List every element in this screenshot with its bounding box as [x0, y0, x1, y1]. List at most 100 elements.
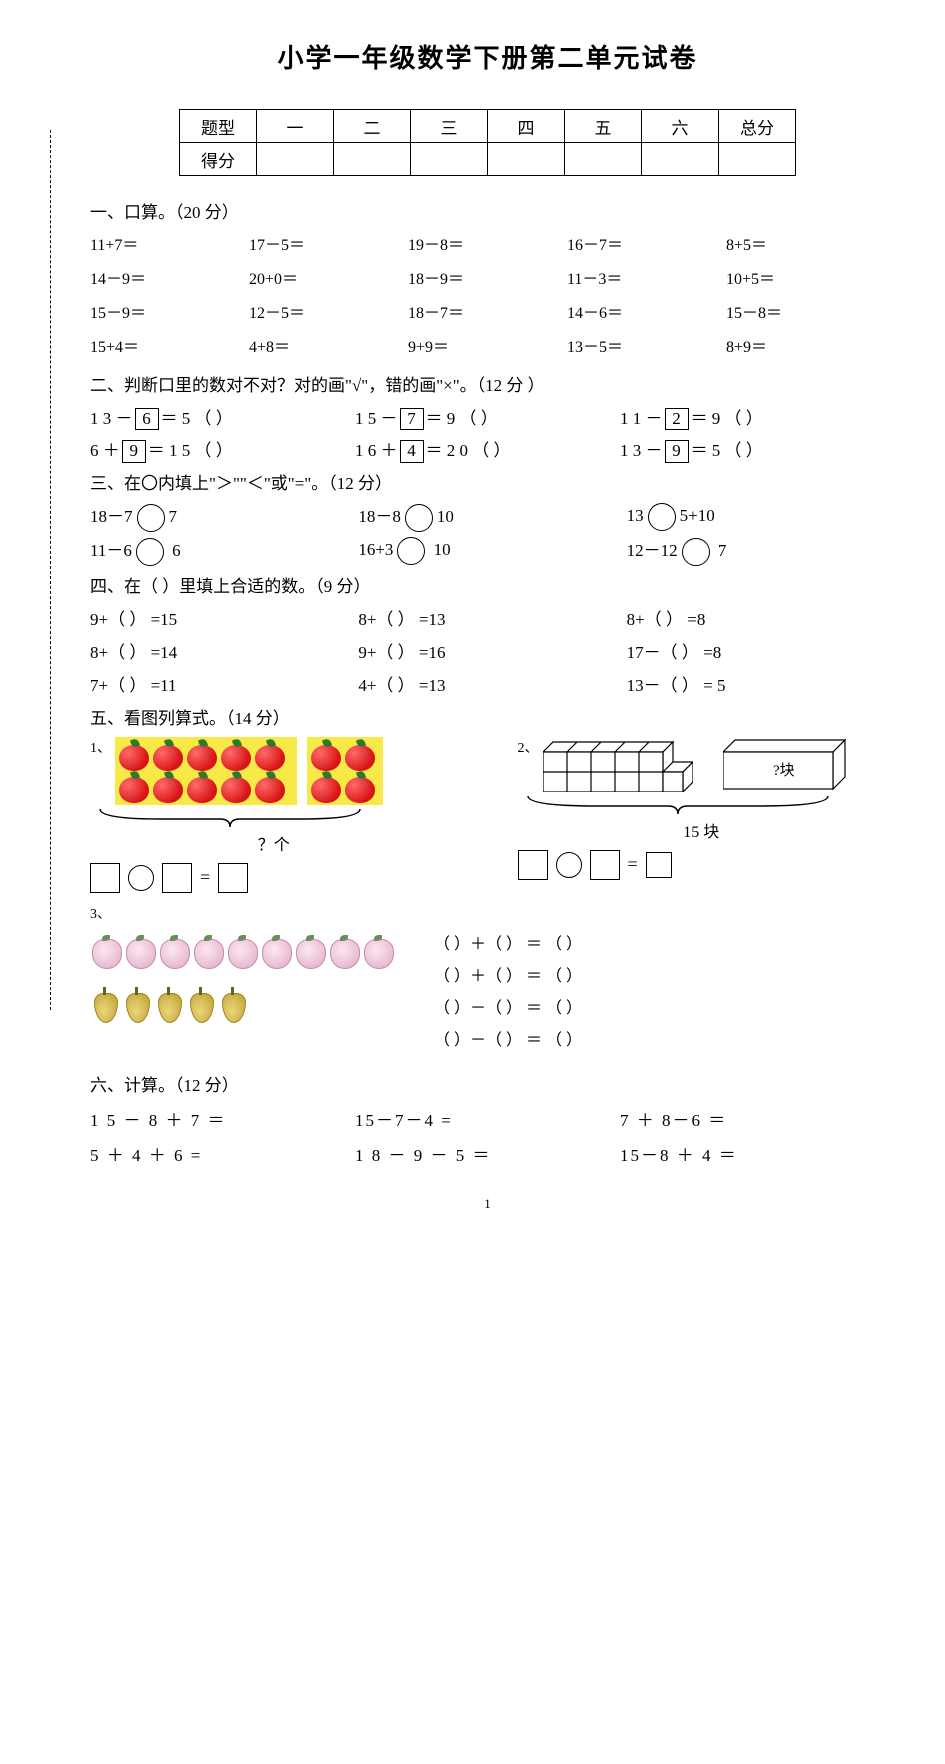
- q3-label: 3、: [90, 907, 111, 922]
- judge-row: 1 3 －6＝ 5 （ ）1 5 －7＝ 9 （ ）1 1 －2＝ 9 （ ）: [90, 404, 885, 430]
- apple-icon: [151, 739, 185, 771]
- apple-icon: [343, 771, 377, 803]
- square-blank: [590, 850, 620, 880]
- arith-item: 10+5＝: [726, 265, 885, 289]
- table-row: 得分: [180, 143, 796, 176]
- cell: 一: [257, 110, 334, 143]
- circle-blank: [128, 865, 154, 891]
- fill-item: 4+（ ） =13: [358, 671, 616, 696]
- arith-item: 12－5＝: [249, 299, 408, 323]
- q3-line: （ ）－（ ） ＝ （ ）: [434, 993, 582, 1025]
- cell: 三: [411, 110, 488, 143]
- page-title: 小学一年级数学下册第二单元试卷: [90, 38, 885, 75]
- judge-item: 1 3 －9＝ 5 （ ）: [620, 436, 885, 462]
- peach-icon: [260, 933, 292, 967]
- arith-item: 4+8＝: [249, 333, 408, 357]
- calc-item: 7 ＋ 8－6 ＝: [620, 1106, 885, 1131]
- square-blank: [218, 863, 248, 893]
- boxed-number: 9: [122, 440, 146, 462]
- circle-blank: [682, 538, 710, 566]
- peach-icon: [124, 933, 156, 967]
- pear-icon: [186, 985, 216, 1023]
- compare-row: 11－6 6 16+3 10 12－12 7: [90, 536, 885, 566]
- compare-item: 16+3 10: [358, 537, 616, 565]
- pear-icon: [90, 985, 120, 1023]
- q3-line: （ ）＋（ ） ＝ （ ）: [434, 961, 582, 993]
- equation-shapes: =: [90, 863, 458, 893]
- blocks-left-icon: [543, 737, 693, 792]
- peach-icon: [226, 933, 258, 967]
- fruit-pictures: [90, 929, 394, 1057]
- question-5-2: 2、: [518, 737, 886, 893]
- cell: [488, 143, 565, 176]
- compare-item: 11－6 6: [90, 536, 348, 566]
- brace-icon: [518, 792, 838, 818]
- cell: 六: [642, 110, 719, 143]
- fill-item: 9+（ ） =16: [358, 638, 616, 663]
- apple-icon: [343, 739, 377, 771]
- apple-icon: [185, 739, 219, 771]
- calc-row: 5 ＋ 4 ＋ 6 =1 8 － 9 － 5 ＝15－8 ＋ 4 ＝: [90, 1141, 885, 1166]
- calc-item: 1 5 － 8 ＋ 7 ＝: [90, 1106, 355, 1131]
- peach-icon: [328, 933, 360, 967]
- compare-item: 18－77: [90, 502, 348, 532]
- fill-item: 9+（ ） =15: [90, 605, 348, 630]
- square-blank: [162, 863, 192, 893]
- arith-item: 18－9＝: [408, 265, 567, 289]
- judge-item: 6 ＋9＝ 1 5 （ ）: [90, 436, 355, 462]
- calc-item: 15－8 ＋ 4 ＝: [620, 1141, 885, 1166]
- blocks-right-icon: ?块: [723, 737, 853, 792]
- peach-icon: [90, 933, 122, 967]
- apple-group-right: [307, 737, 383, 805]
- score-table: 题型 一 二 三 四 五 六 总分 得分: [179, 109, 796, 176]
- cell: [565, 143, 642, 176]
- calc-item: 1 8 － 9 － 5 ＝: [355, 1141, 620, 1166]
- arith-item: 15+4＝: [90, 333, 249, 357]
- judge-item: 1 3 －6＝ 5 （ ）: [90, 404, 355, 430]
- arith-item: 11+7＝: [90, 231, 249, 255]
- apple-icon: [151, 771, 185, 803]
- square-blank: [646, 852, 672, 878]
- circle-blank: [405, 504, 433, 532]
- apple-icon: [253, 739, 287, 771]
- judge-item: 1 1 －2＝ 9 （ ）: [620, 404, 885, 430]
- apple-icon: [117, 771, 151, 803]
- cell: [719, 143, 796, 176]
- q2-label: 2、: [518, 741, 539, 756]
- apple-group-left: [115, 737, 297, 805]
- cell: 题型: [180, 110, 257, 143]
- section-4-heading: 四、在（ ）里填上合适的数。（9 分）: [90, 572, 885, 597]
- arith-item: 16－7＝: [567, 231, 726, 255]
- square-blank: [90, 863, 120, 893]
- page-number: 1: [90, 1196, 885, 1212]
- question-5-1: 1、: [90, 737, 458, 893]
- pear-icon: [122, 985, 152, 1023]
- circle-blank: [556, 852, 582, 878]
- brace-icon: [90, 805, 370, 831]
- fill-item: 8+（ ） =14: [90, 638, 348, 663]
- equals-sign: =: [628, 854, 638, 875]
- q1-count-label: ？个: [90, 831, 458, 855]
- boxed-number: 4: [400, 440, 424, 462]
- pear-icon: [218, 985, 248, 1023]
- circle-blank: [648, 503, 676, 531]
- peach-row: [90, 933, 394, 967]
- cell: 二: [334, 110, 411, 143]
- apple-icon: [219, 771, 253, 803]
- cell: [411, 143, 488, 176]
- arith-item: 20+0＝: [249, 265, 408, 289]
- arith-item: 9+9＝: [408, 333, 567, 357]
- calc-item: 15－7－4 =: [355, 1106, 620, 1131]
- question-5-3: 3、: [90, 903, 885, 1057]
- arith-item: 8+5＝: [726, 231, 885, 255]
- judge-item: 1 5 －7＝ 9 （ ）: [355, 404, 620, 430]
- fill-item: 13－（ ） = 5: [627, 671, 885, 696]
- q2-total-label: 15 块: [518, 818, 886, 842]
- boxed-number: 6: [135, 408, 159, 430]
- q3-equations: （ ）＋（ ） ＝ （ ） （ ）＋（ ） ＝ （ ） （ ）－（ ） ＝ （ …: [434, 929, 582, 1057]
- calc-item: 5 ＋ 4 ＋ 6 =: [90, 1141, 355, 1166]
- fill-row: 7+（ ） =114+（ ） =1313－（ ） = 5: [90, 671, 885, 696]
- cell: 五: [565, 110, 642, 143]
- compare-item: 12－12 7: [627, 536, 885, 566]
- q3-line: （ ）＋（ ） ＝ （ ）: [434, 929, 582, 961]
